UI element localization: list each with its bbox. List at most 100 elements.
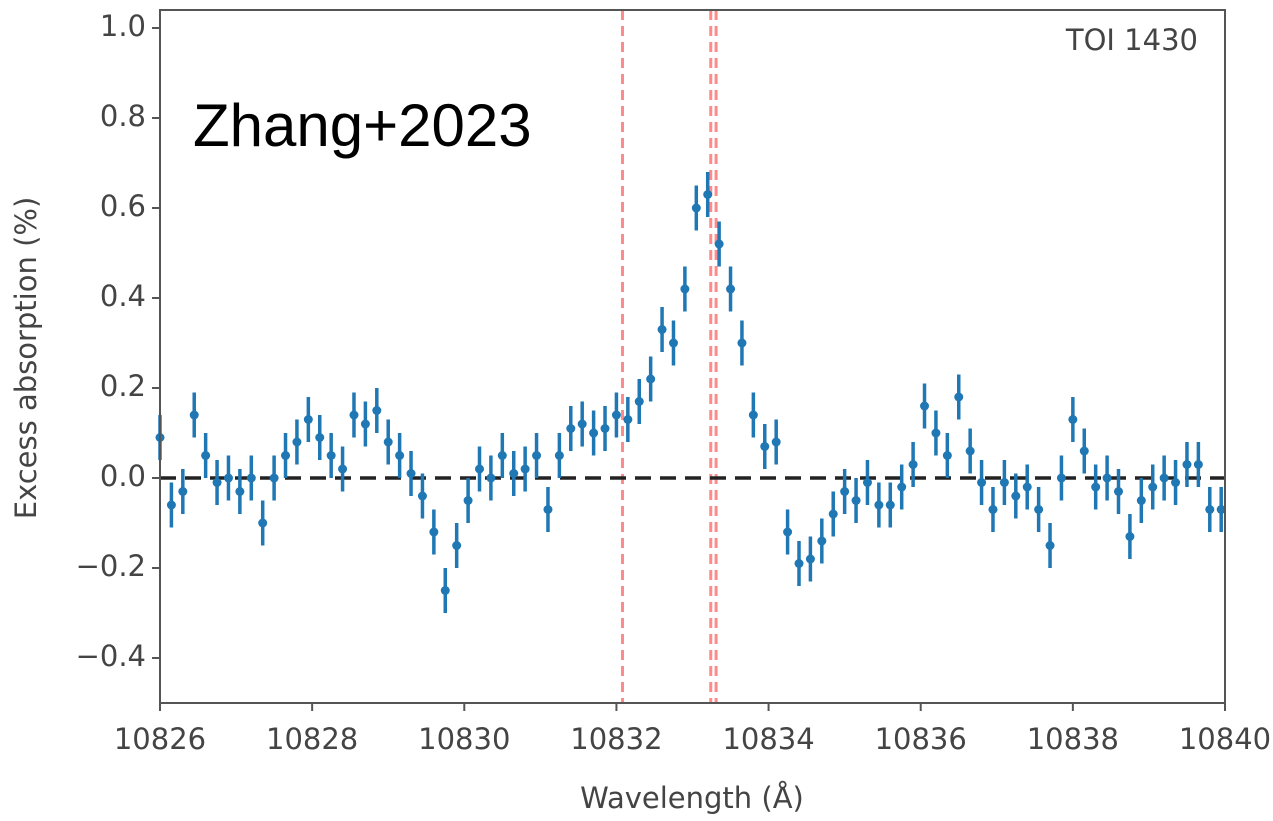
data-point: [554, 451, 564, 460]
data-point: [1193, 460, 1203, 469]
data-point: [771, 437, 781, 447]
x-tick-label: 10826: [114, 722, 206, 756]
data-point: [1091, 482, 1101, 492]
y-tick-label: 0.6: [100, 189, 146, 223]
data-point: [920, 401, 930, 411]
data-point: [235, 487, 245, 496]
x-tick-label: 10832: [570, 722, 662, 756]
data-point: [1182, 460, 1192, 469]
x-tick-label: 10830: [418, 722, 510, 756]
x-axis-label: Wavelength (Å): [580, 781, 804, 815]
data-point: [680, 284, 690, 294]
y-tick-label: −0.2: [76, 549, 146, 583]
data-point: [634, 397, 644, 406]
y-tick-label: −0.4: [76, 639, 146, 673]
data-point: [201, 451, 211, 460]
data-point: [783, 527, 793, 537]
data-point: [212, 478, 222, 487]
y-tick-label: 1.0: [100, 9, 146, 43]
data-point: [532, 451, 542, 460]
data-point: [897, 482, 907, 492]
data-point: [440, 586, 450, 595]
data-point: [1136, 496, 1146, 505]
data-point: [178, 487, 188, 496]
data-point: [931, 428, 941, 438]
data-point: [646, 374, 656, 384]
x-tick-label: 10828: [266, 722, 358, 756]
data-point: [851, 496, 861, 505]
data-point: [189, 410, 199, 420]
data-point: [1034, 505, 1044, 514]
data-point: [840, 487, 850, 496]
data-point: [1159, 473, 1169, 483]
data-point: [281, 451, 291, 460]
data-point: [372, 406, 382, 415]
annotation: Zhang+2023: [193, 92, 532, 159]
data-point: [999, 478, 1009, 487]
data-point: [543, 505, 553, 514]
plot-frame: [159, 9, 1226, 704]
data-point: [269, 473, 279, 483]
x-tick-label: 10838: [1027, 722, 1119, 756]
data-point: [908, 460, 918, 469]
data-point: [817, 536, 827, 546]
data-point: [577, 419, 587, 429]
data-point: [942, 451, 952, 460]
data-point: [954, 392, 964, 402]
data-point: [1216, 505, 1226, 514]
y-tick-label: 0.8: [100, 99, 146, 133]
data-point: [623, 415, 633, 424]
data-point: [292, 437, 302, 447]
y-axis-label: Excess absorption (%): [9, 197, 43, 520]
data-point: [246, 473, 256, 483]
data-point: [258, 518, 268, 528]
data-point: [475, 464, 484, 474]
data-point: [166, 500, 176, 510]
data-point: [1045, 541, 1055, 550]
data-point: [360, 419, 370, 429]
data-point: [691, 203, 701, 213]
data-point: [862, 478, 872, 487]
data-point: [303, 415, 313, 424]
data-point: [1068, 415, 1078, 424]
data-point: [566, 424, 576, 433]
data-point: [452, 541, 462, 550]
data-point: [429, 527, 439, 537]
x-tick-label: 10834: [722, 722, 814, 756]
y-tick-label: 0.0: [100, 459, 146, 493]
data-point: [657, 325, 667, 334]
data-point: [349, 410, 359, 420]
data-point: [315, 433, 325, 442]
data-point: [748, 410, 758, 420]
data-point: [965, 446, 975, 456]
data-point: [589, 428, 599, 438]
data-point: [874, 500, 884, 510]
data-point: [600, 424, 610, 433]
data-point: [1205, 505, 1215, 514]
data-point: [1114, 487, 1123, 496]
data-point: [406, 469, 416, 478]
data-point: [509, 469, 519, 478]
data-point: [1171, 478, 1181, 487]
data-point: [1011, 491, 1021, 501]
data-point: [760, 442, 770, 451]
data-point: [1079, 446, 1089, 456]
data-point: [1102, 473, 1112, 483]
data-point: [417, 491, 427, 501]
data-point: [703, 190, 713, 199]
data-point: [737, 338, 747, 348]
data-point: [497, 451, 507, 460]
data-point: [714, 239, 724, 249]
data-point: [977, 478, 987, 487]
data-point: [828, 509, 838, 519]
data-point: [383, 437, 393, 447]
data-point: [805, 554, 815, 564]
data-point: [486, 473, 496, 483]
x-tick-label: 10840: [1179, 722, 1271, 756]
data-point: [1148, 482, 1158, 492]
x-tick-label: 10836: [875, 722, 967, 756]
data-point: [395, 451, 405, 460]
data-point: [463, 496, 473, 505]
